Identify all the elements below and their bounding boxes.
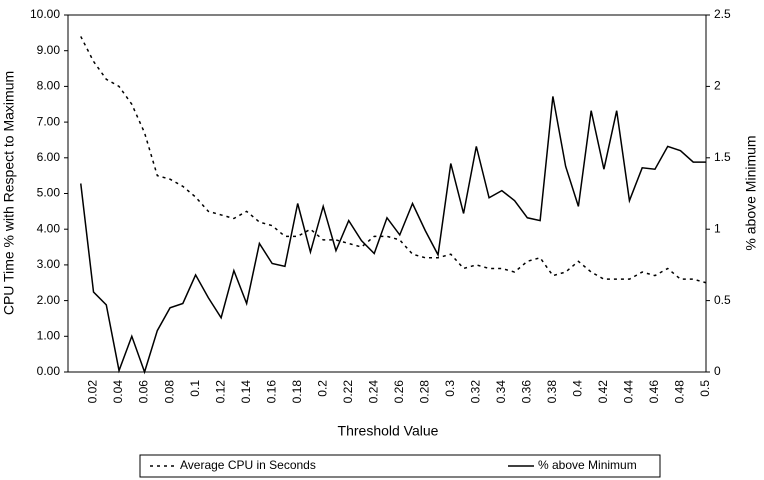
y2-tick-label: 1.5 — [714, 150, 731, 164]
x-tick-label: 0.24 — [366, 380, 380, 404]
y-tick-label: 5.00 — [37, 186, 61, 200]
x-tick-label: 0.3 — [443, 380, 457, 397]
x-tick-label: 0.5 — [698, 380, 712, 397]
y-tick-label: 4.00 — [37, 221, 61, 235]
y2-axis-title: % above Minimum — [743, 135, 759, 250]
x-tick-label: 0.2 — [315, 380, 329, 397]
y2-tick-label: 0 — [714, 364, 721, 378]
x-tick-label: 0.48 — [673, 380, 687, 404]
x-tick-label: 0.08 — [162, 380, 176, 404]
x-tick-label: 0.04 — [111, 380, 125, 404]
y-tick-label: 7.00 — [37, 114, 61, 128]
y-tick-label: 8.00 — [37, 79, 61, 93]
x-tick-label: 0.44 — [622, 380, 636, 404]
x-axis-title: Threshold Value — [338, 423, 439, 439]
x-tick-label: 0.26 — [392, 380, 406, 404]
x-tick-label: 0.1 — [188, 380, 202, 397]
y2-tick-label: 2 — [714, 79, 721, 93]
y-tick-label: 2.00 — [37, 293, 61, 307]
x-tick-label: 0.28 — [417, 380, 431, 404]
x-tick-label: 0.12 — [213, 380, 227, 404]
data-line — [80, 36, 707, 284]
x-tick-label: 0.38 — [545, 380, 559, 404]
x-tick-label: 0.34 — [494, 380, 508, 404]
x-tick-label: 0.18 — [290, 380, 304, 404]
x-tick-label: 0.02 — [86, 380, 100, 404]
x-tick-label: 0.06 — [137, 380, 151, 404]
x-tick-label: 0.16 — [264, 380, 278, 404]
x-tick-label: 0.14 — [239, 380, 253, 404]
x-tick-label: 0.46 — [647, 380, 661, 404]
y-tick-label: 10.00 — [30, 7, 60, 21]
y2-tick-label: 1 — [714, 221, 721, 235]
y-tick-label: 6.00 — [37, 150, 61, 164]
y2-tick-label: 2.5 — [714, 7, 731, 21]
legend-label: % above Minimum — [538, 458, 637, 472]
y-tick-label: 9.00 — [37, 43, 61, 57]
y-tick-label: 3.00 — [37, 257, 61, 271]
y2-tick-label: 0.5 — [714, 293, 731, 307]
data-line — [80, 96, 706, 375]
y-tick-label: 1.00 — [37, 328, 61, 342]
x-tick-label: 0.32 — [468, 380, 482, 404]
x-tick-label: 0.42 — [596, 380, 610, 404]
x-tick-label: 0.4 — [571, 380, 585, 397]
legend-label: Average CPU in Seconds — [180, 458, 316, 472]
y-tick-label: 0.00 — [37, 364, 61, 378]
x-tick-label: 0.22 — [341, 380, 355, 404]
legend-box — [139, 454, 661, 478]
x-tick-label: 0.36 — [520, 380, 534, 404]
y-axis-title: CPU Time % with Respect to Maximum — [1, 71, 17, 315]
